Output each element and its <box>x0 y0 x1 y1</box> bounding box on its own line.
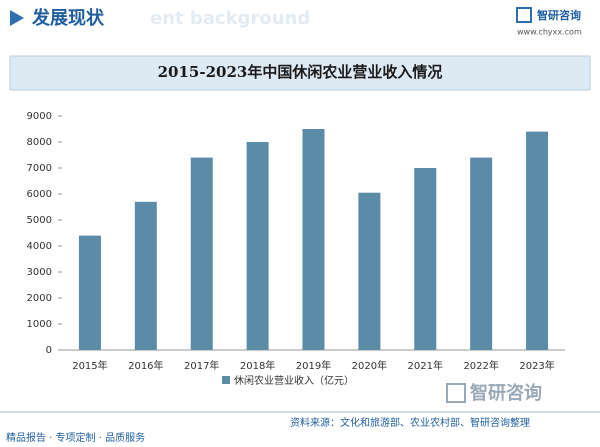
header-icon <box>10 10 24 26</box>
bar <box>414 168 437 350</box>
y-tick-label: 5000 <box>27 215 52 226</box>
header-subtitle: ent background <box>150 8 310 29</box>
y-tick-label: 9000 <box>27 111 52 122</box>
y-tick-label: 1000 <box>27 319 52 330</box>
footer-source: 资料来源：文化和旅游部、农业农村部、智研咨询整理 <box>290 416 530 429</box>
y-tick-label: 0 <box>46 345 52 356</box>
footer-logo-icon <box>446 383 466 403</box>
logo-icon <box>516 7 532 23</box>
x-tick-label: 2021年 <box>408 359 443 372</box>
bar <box>526 131 549 350</box>
bar <box>358 192 381 350</box>
bar <box>302 129 325 350</box>
x-tick-label: 2016年 <box>128 359 163 372</box>
x-tick-label: 2018年 <box>240 359 275 372</box>
bar <box>190 157 213 350</box>
x-tick-label: 2019年 <box>296 359 331 372</box>
bar <box>470 157 493 350</box>
footer-slogan: 精品报告 · 专项定制 · 品质服务 <box>6 431 145 444</box>
y-tick-label: 8000 <box>27 137 52 148</box>
bar <box>246 142 269 350</box>
y-tick-label: 6000 <box>27 189 52 200</box>
y-tick-label: 2000 <box>27 293 52 304</box>
x-tick-label: 2015年 <box>72 359 107 372</box>
x-tick-label: 2023年 <box>519 359 554 372</box>
bar <box>134 201 157 350</box>
x-tick-label: 2022年 <box>463 359 498 372</box>
header-url: www.chyxx.com <box>517 28 582 37</box>
y-tick-label: 4000 <box>27 241 52 252</box>
title-box <box>9 55 591 91</box>
header-title: 发展现状 <box>31 7 105 29</box>
chart-title: 2015-2023年中国休闲农业营业收入情况 <box>158 63 443 81</box>
x-tick-label: 2017年 <box>184 359 219 372</box>
y-tick-label: 7000 <box>27 163 52 174</box>
y-tick-label: 3000 <box>27 267 52 278</box>
footer-logo: 智研咨询 <box>470 382 542 404</box>
x-tick-label: 2020年 <box>352 359 387 372</box>
bar <box>78 235 101 350</box>
legend-label: 休闲农业营业收入（亿元） <box>234 374 354 387</box>
legend-swatch <box>222 376 230 384</box>
header-logo: 智研咨询 <box>537 8 581 22</box>
